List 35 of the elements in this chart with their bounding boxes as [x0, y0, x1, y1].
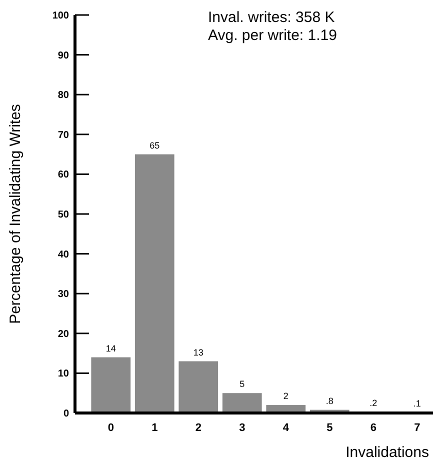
x-tick-label: 7: [414, 422, 420, 434]
y-tick-label: 60: [58, 170, 70, 181]
data-label: .2: [370, 398, 378, 408]
x-tick-label: 1: [152, 422, 158, 434]
x-tick-label: 2: [195, 422, 202, 434]
y-tick-label: 90: [58, 50, 70, 62]
data-label: .8: [326, 396, 334, 406]
y-tick-label: 40: [58, 249, 70, 260]
bar: [134, 154, 174, 413]
x-tick-label: 5: [326, 422, 333, 434]
y-tick-label: 30: [58, 289, 70, 300]
data-label: 5: [240, 379, 245, 390]
x-tick-label: 6: [370, 422, 376, 434]
data-label: 13: [193, 347, 204, 358]
x-tick-label: 4: [282, 422, 290, 434]
annotation: Avg. per write: 1.19: [208, 27, 337, 44]
data-label: 2: [283, 391, 288, 402]
y-axis-title: Percentage of Invalidating Writes: [7, 104, 24, 324]
y-tick-label: 100: [52, 10, 70, 22]
y-tick-label: 80: [58, 90, 70, 102]
x-tick-label: 3: [239, 422, 246, 434]
data-label: 65: [150, 140, 160, 150]
annotation: Inval. writes: 358 K: [208, 9, 335, 26]
y-tick-label: 50: [58, 210, 70, 220]
x-axis-title: Invalidations: [346, 444, 429, 461]
y-tick-label: 10: [58, 368, 70, 380]
y-tick-label: 0: [63, 408, 70, 420]
bar: [222, 393, 262, 413]
data-label: 14: [106, 343, 116, 354]
y-tick-label: 70: [58, 130, 70, 141]
bar: [91, 357, 131, 413]
y-tick-label: 20: [58, 328, 70, 340]
bar: [178, 361, 218, 413]
x-tick-label: 0: [108, 422, 114, 434]
data-label: .1: [413, 398, 421, 409]
